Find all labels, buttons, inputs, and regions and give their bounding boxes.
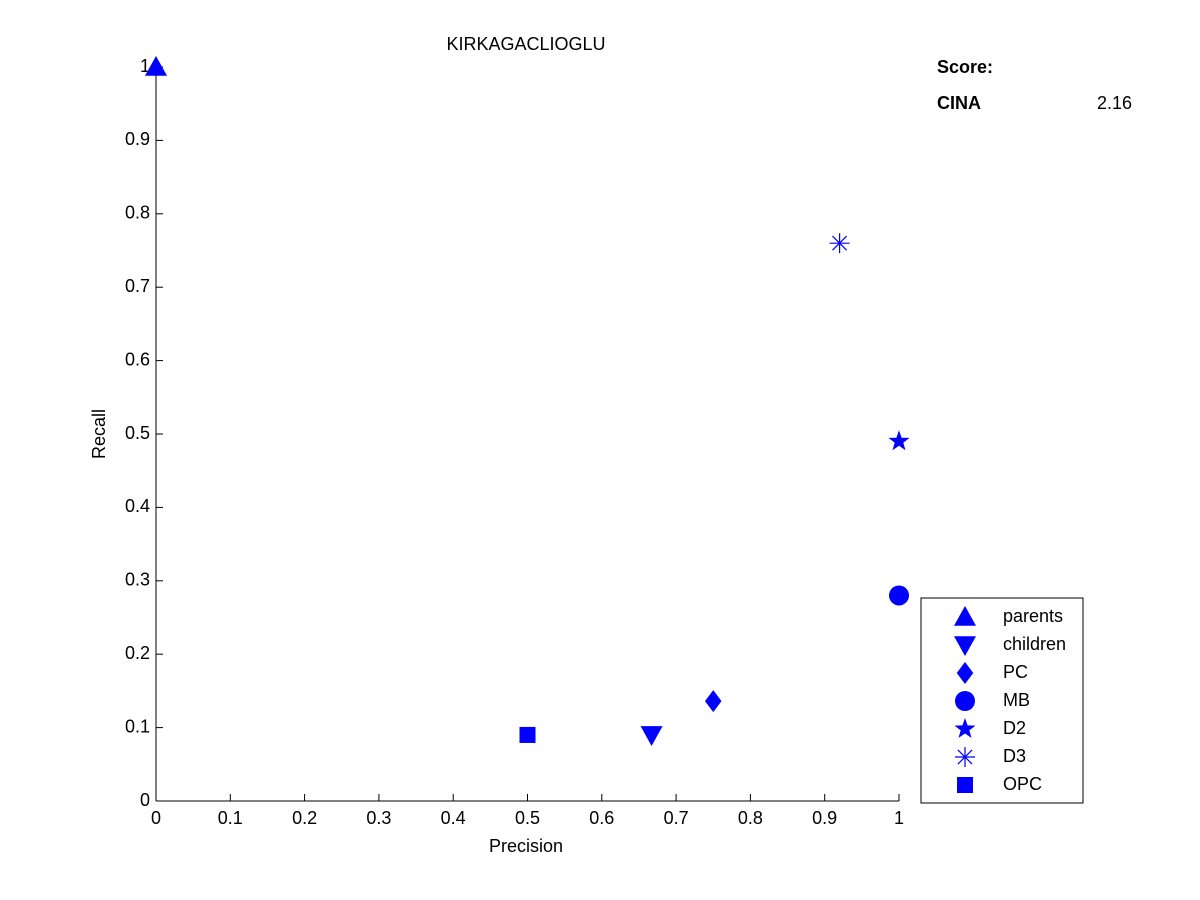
x-axis-label: Precision (489, 836, 563, 856)
y-tick-label: 0.3 (125, 570, 150, 590)
legend-label: children (1003, 634, 1066, 654)
x-tick-label: 0.3 (366, 808, 391, 828)
legend-marker (954, 636, 976, 656)
y-tick-label: 0 (140, 790, 150, 810)
legend-marker (954, 718, 976, 738)
y-tick-label: 0.6 (125, 349, 150, 369)
x-tick-label: 0.5 (515, 808, 540, 828)
y-tick-label: 1 (140, 56, 150, 76)
x-tick-label: 0.1 (218, 808, 243, 828)
legend-marker (954, 606, 976, 626)
legend-marker (955, 747, 975, 767)
data-point (888, 430, 910, 451)
y-tick-label: 0.1 (125, 716, 150, 736)
legend-label: parents (1003, 606, 1063, 626)
y-tick-label: 0.9 (125, 129, 150, 149)
x-tick-label: 1 (894, 808, 904, 828)
data-point (829, 233, 850, 254)
data-point (145, 56, 167, 76)
legend-label: D2 (1003, 718, 1026, 738)
legend-box (920, 597, 1084, 804)
y-tick-label: 0.2 (125, 643, 150, 663)
x-tick-label: 0.9 (812, 808, 837, 828)
score-value: 2.16 (1097, 93, 1132, 113)
data-point (889, 585, 909, 606)
legend-marker (957, 777, 973, 793)
y-tick-label: 0.8 (125, 203, 150, 223)
y-tick-label: 0.7 (125, 276, 150, 296)
y-tick-label: 0.5 (125, 423, 150, 443)
x-tick-label: 0.8 (738, 808, 763, 828)
score-name: CINA (937, 93, 981, 113)
data-point (519, 726, 536, 743)
legend-marker (956, 662, 974, 684)
legend-label: MB (1003, 690, 1030, 710)
x-tick-label: 0.6 (589, 808, 614, 828)
legend-label: PC (1003, 662, 1028, 682)
legend-marker (955, 691, 975, 711)
data-point (705, 690, 722, 713)
x-tick-label: 0.4 (441, 808, 466, 828)
chart-title: KIRKAGACLIOGLU (446, 34, 605, 54)
x-tick-label: 0.2 (292, 808, 317, 828)
y-tick-label: 0.4 (125, 496, 150, 516)
legend-label: OPC (1003, 774, 1042, 794)
x-tick-label: 0.7 (664, 808, 689, 828)
score-label: Score: (937, 57, 993, 77)
data-point (640, 726, 663, 746)
legend-label: D3 (1003, 746, 1026, 766)
x-tick-label: 0 (151, 808, 161, 828)
y-axis-label: Recall (89, 409, 109, 459)
